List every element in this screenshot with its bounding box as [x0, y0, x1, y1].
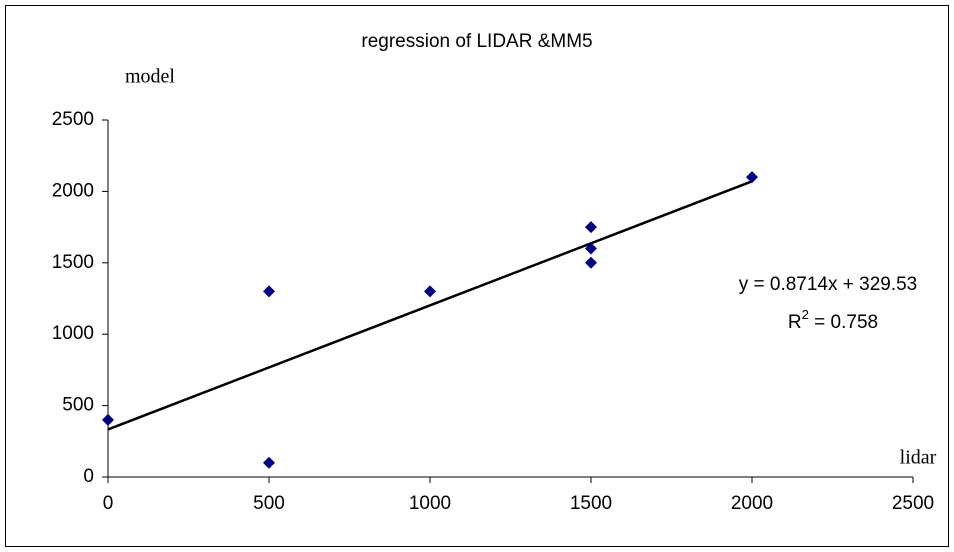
- y-tick-label: 2500: [52, 109, 94, 130]
- r2-sup: 2: [802, 307, 809, 322]
- point: [424, 285, 436, 298]
- x-tick-label: 2500: [892, 493, 934, 514]
- r-squared: R2 = 0.758: [788, 307, 878, 333]
- y-tick-label: 1000: [52, 323, 94, 344]
- point: [746, 171, 758, 184]
- chart-frame: [5, 5, 949, 547]
- trend-equation: y = 0.8714x + 329.53: [739, 274, 918, 295]
- point: [585, 221, 597, 234]
- x-tick-label: 2000: [731, 493, 773, 514]
- x-tick-label: 0: [103, 493, 114, 514]
- y-tick-label: 0: [83, 466, 94, 487]
- x-tick-label: 1000: [409, 493, 451, 514]
- point: [585, 242, 597, 255]
- r2-rest: = 0.758: [809, 312, 878, 333]
- x-tick-label: 1500: [570, 493, 612, 514]
- x-tick-label: 500: [253, 493, 285, 514]
- y-tick-label: 500: [62, 395, 94, 416]
- chart-title: regression of LIDAR &MM5: [361, 31, 592, 52]
- point: [263, 456, 275, 469]
- point: [263, 285, 275, 298]
- y-tick-label: 2000: [52, 180, 94, 201]
- trend-line: [107, 180, 753, 431]
- point: [102, 413, 114, 426]
- y-tick-label: 1500: [52, 252, 94, 273]
- point: [585, 256, 597, 269]
- x-axis-label: lidar: [900, 447, 937, 469]
- y-axis-label: model: [125, 66, 175, 88]
- r2-base: R: [788, 312, 802, 333]
